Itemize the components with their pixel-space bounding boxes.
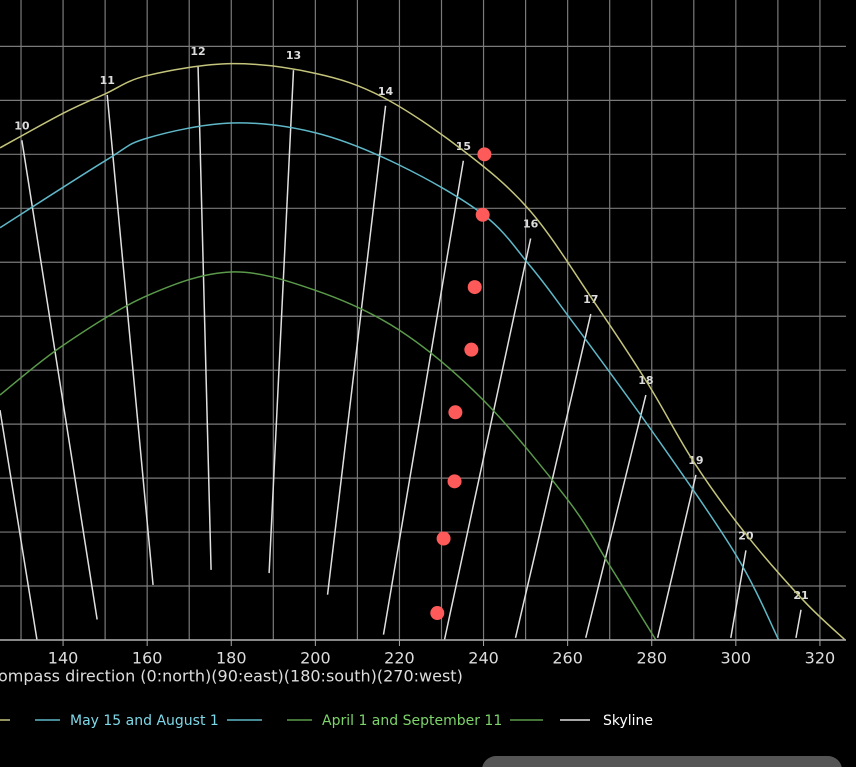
sun-path [0, 271, 657, 641]
legend-label: April 1 and September 11 [322, 713, 502, 729]
x-tick-label: 280 [636, 649, 667, 668]
legend: May 15 and August 1 April 1 and September… [0, 713, 653, 729]
hour-label: 19 [688, 454, 703, 467]
sun-path [0, 122, 780, 641]
nav-handle [482, 756, 842, 767]
skyline-point [467, 280, 482, 295]
hour-line [0, 409, 38, 641]
hour-label: 16 [523, 218, 539, 231]
hour-label: 21 [793, 589, 808, 602]
hour-line [268, 70, 295, 574]
hour-label: 12 [190, 45, 205, 58]
hour-line [656, 474, 697, 639]
hour-line [443, 238, 532, 641]
axes: 140 160 180 200 220 240 260 280 300 320 [0, 639, 846, 668]
skyline-point [436, 531, 451, 546]
hour-line [584, 394, 647, 639]
hour-line [326, 105, 387, 595]
hour-label: 15 [456, 140, 471, 153]
x-tick-label: 260 [552, 649, 583, 668]
x-tick-label: 240 [468, 649, 499, 668]
x-tick-label: 180 [216, 649, 247, 668]
x-tick-label: 140 [48, 649, 79, 668]
skyline-point [447, 474, 462, 489]
hour-line [21, 140, 98, 620]
skyline-point [464, 342, 479, 357]
hour-line [197, 65, 212, 570]
hour-line [730, 550, 747, 638]
sun-path [0, 62, 846, 641]
hour-label: 10 [14, 119, 30, 132]
hour-label: 11 [100, 74, 115, 87]
x-tick-label: 300 [721, 649, 752, 668]
legend-label: Skyline [603, 713, 653, 729]
skyline-point [477, 147, 492, 162]
x-tick-label: 220 [384, 649, 415, 668]
skyline-point [430, 606, 445, 621]
hour-line [795, 609, 802, 638]
x-tick-label: 160 [132, 649, 163, 668]
hour-label: 13 [286, 49, 301, 62]
hour-line [382, 160, 465, 635]
skyline-point [448, 405, 463, 420]
x-tick-label: 320 [805, 649, 836, 668]
grid [0, 0, 846, 641]
skyline-point [475, 207, 490, 222]
x-tick-label: 200 [300, 649, 331, 668]
x-axis-label: ompass direction (0:north)(90:east)(180:… [0, 667, 463, 686]
hour-line [514, 313, 592, 639]
hour-label: 14 [378, 85, 394, 98]
legend-label: May 15 and August 1 [70, 713, 219, 729]
hour-line [106, 94, 154, 586]
